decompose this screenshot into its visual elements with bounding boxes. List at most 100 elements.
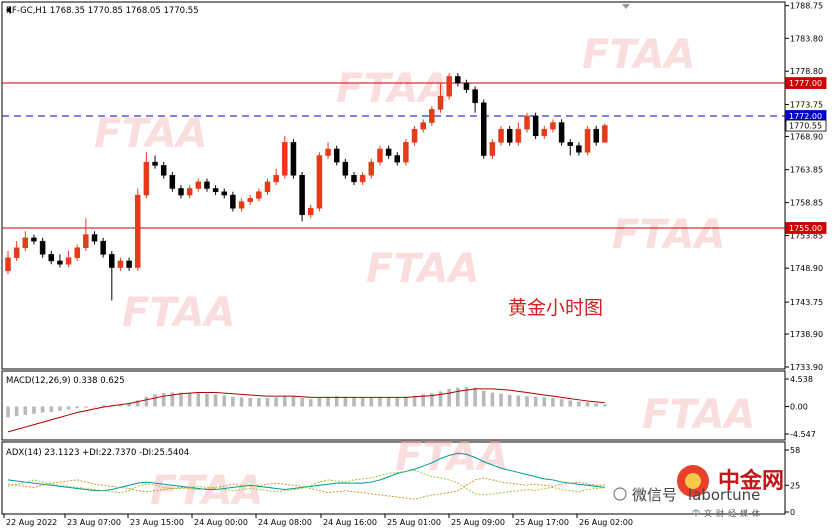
candle[interactable] — [109, 251, 115, 301]
candle[interactable] — [593, 125, 599, 146]
candle-body — [299, 175, 305, 216]
candle[interactable] — [489, 139, 496, 159]
candle[interactable] — [57, 254, 63, 268]
macd-bar — [378, 397, 382, 407]
candle[interactable] — [83, 218, 89, 252]
candle[interactable] — [385, 145, 392, 159]
candle[interactable] — [472, 86, 478, 113]
candle-body — [437, 95, 444, 110]
candle[interactable] — [290, 139, 297, 179]
macd-bar — [40, 406, 45, 413]
candle[interactable] — [100, 237, 106, 258]
macd-bar — [179, 392, 183, 407]
candle[interactable] — [411, 125, 418, 146]
candle[interactable] — [221, 188, 227, 199]
candle[interactable] — [264, 178, 271, 196]
macd-bar — [308, 399, 313, 407]
candle[interactable] — [550, 119, 556, 133]
candle[interactable] — [212, 185, 219, 196]
candle[interactable] — [143, 152, 150, 199]
y-tick-label: 1783.80 — [790, 34, 823, 43]
macd-bar — [343, 396, 348, 407]
candle[interactable] — [333, 145, 340, 166]
candle[interactable] — [558, 119, 565, 146]
candle[interactable] — [74, 244, 80, 261]
candle[interactable] — [152, 155, 158, 169]
candle[interactable] — [178, 185, 184, 199]
y-tick-label: 1743.75 — [790, 298, 823, 307]
candle[interactable] — [117, 257, 124, 271]
candle[interactable] — [65, 251, 72, 268]
candle[interactable] — [429, 106, 435, 126]
candle[interactable] — [567, 139, 573, 156]
candle[interactable] — [282, 135, 288, 179]
macd-bar — [456, 387, 460, 407]
candle[interactable] — [498, 125, 504, 146]
candle-body — [411, 128, 418, 143]
candle[interactable] — [299, 171, 305, 222]
candle[interactable] — [22, 231, 29, 252]
candle[interactable] — [437, 83, 444, 113]
macd-signal-line — [7, 388, 605, 433]
price-pane[interactable] — [1, 1, 786, 370]
candlesticks[interactable] — [5, 73, 608, 301]
candle[interactable] — [316, 152, 323, 212]
candle[interactable] — [420, 119, 426, 133]
candle[interactable] — [247, 195, 253, 205]
macd-bar — [369, 397, 374, 407]
macd-bar — [360, 397, 365, 407]
candle[interactable] — [506, 125, 513, 146]
candle[interactable] — [359, 171, 366, 186]
candle[interactable] — [602, 123, 608, 143]
scroll-marker-icon[interactable] — [622, 4, 630, 9]
candle[interactable] — [446, 73, 452, 100]
candle[interactable] — [5, 251, 11, 275]
candle[interactable] — [524, 112, 530, 133]
candle[interactable] — [91, 231, 98, 245]
candle-body — [385, 148, 392, 156]
macd-bar — [66, 406, 71, 410]
candle[interactable] — [308, 204, 314, 219]
candle[interactable] — [515, 122, 522, 146]
candle[interactable] — [13, 241, 20, 261]
candle[interactable] — [481, 99, 487, 159]
candle[interactable] — [455, 73, 461, 87]
candle[interactable] — [532, 112, 539, 140]
candle[interactable] — [541, 125, 548, 140]
wechat-id: labortune — [688, 486, 760, 504]
candle[interactable] — [377, 145, 383, 166]
candle[interactable] — [230, 191, 236, 212]
candle[interactable] — [160, 162, 167, 179]
wechat-icon — [613, 487, 627, 501]
candle[interactable] — [186, 185, 193, 199]
macd-bar — [352, 397, 356, 407]
candle[interactable] — [39, 237, 46, 258]
candle[interactable] — [403, 139, 409, 166]
candle[interactable] — [273, 168, 279, 186]
candle[interactable] — [325, 142, 331, 159]
candle[interactable] — [394, 152, 400, 166]
candle[interactable] — [31, 234, 37, 245]
candle[interactable] — [463, 79, 470, 93]
candle[interactable] — [256, 188, 262, 202]
candle[interactable] — [368, 158, 375, 179]
macd-pane[interactable] — [1, 370, 786, 441]
candle[interactable] — [204, 178, 210, 192]
candle[interactable] — [126, 257, 132, 271]
price-tag-label: 1772.00 — [789, 112, 822, 121]
candle[interactable] — [342, 158, 349, 179]
candle[interactable] — [195, 178, 202, 192]
candle[interactable] — [48, 251, 54, 265]
candle[interactable] — [584, 125, 591, 156]
adx-pane[interactable] — [1, 441, 786, 515]
candle-body — [506, 128, 513, 143]
candle[interactable] — [351, 171, 357, 186]
y-tick-label: 4.538 — [790, 375, 813, 384]
candle[interactable] — [576, 142, 582, 156]
candle[interactable] — [135, 188, 141, 271]
candle-body — [152, 161, 158, 166]
candle[interactable] — [169, 171, 176, 192]
candle[interactable] — [238, 198, 245, 212]
